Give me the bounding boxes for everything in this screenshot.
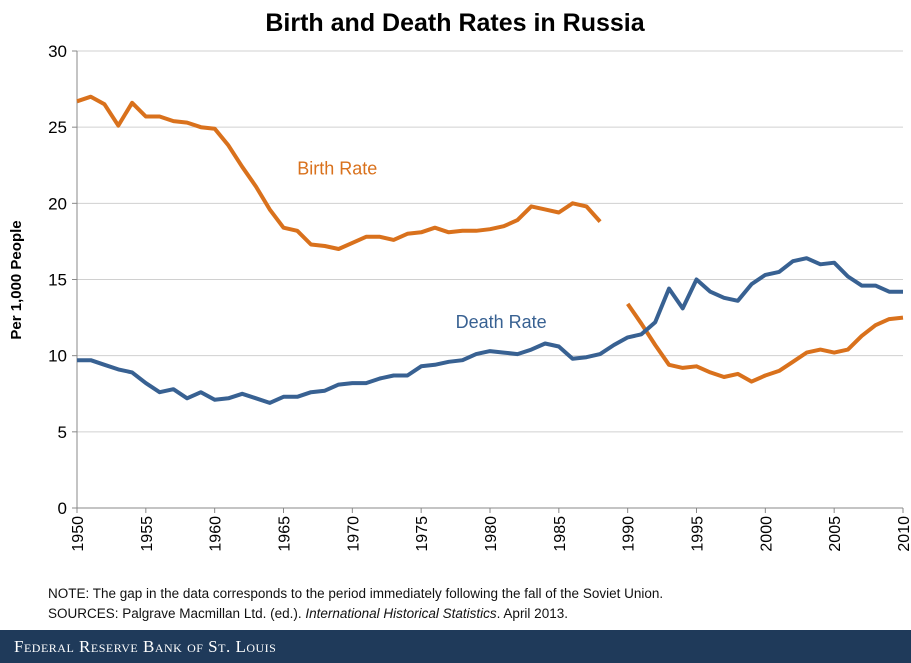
x-tick-label: 1965 — [277, 516, 294, 552]
line-chart: Birth and Death Rates in Russia Per 1,00… — [8, 9, 911, 552]
death-rate-line — [77, 256, 903, 405]
y-tick-label: 25 — [48, 118, 67, 137]
y-tick-label: 5 — [58, 423, 67, 442]
x-tick-label: 1980 — [483, 516, 500, 552]
y-tick-label: 0 — [58, 499, 67, 518]
chart-title: Birth and Death Rates in Russia — [265, 9, 645, 37]
x-tick-label: 1985 — [552, 516, 569, 552]
x-tick-label: 1960 — [208, 516, 225, 552]
x-tick-label: 2005 — [827, 516, 844, 552]
x-tick-label: 1990 — [621, 516, 638, 552]
y-tick-label: 30 — [48, 42, 67, 61]
series-label: Death Rate — [456, 312, 547, 332]
birth-rate-line — [76, 94, 602, 251]
x-tick-label: 2010 — [896, 516, 911, 552]
note-body: The gap in the data corresponds to the p… — [89, 586, 664, 601]
x-tick-label: 1950 — [70, 516, 87, 552]
x-tick-label: 1975 — [414, 516, 431, 552]
y-tick-label: 10 — [48, 347, 67, 366]
note-label: NOTE: — [48, 586, 90, 601]
x-tick-label: 1955 — [139, 516, 156, 552]
y-axis-label: Per 1,000 People — [8, 220, 25, 339]
sources-title: International Historical Statistics — [305, 606, 497, 621]
x-tick-label: 1970 — [345, 516, 362, 552]
footer-logo-text: Federal Reserve Bank of St. Louis — [14, 637, 277, 656]
series-label: Birth Rate — [297, 158, 377, 178]
sources-pre: Palgrave Macmillan Ltd. (ed.). — [118, 606, 306, 621]
birth-rate-line — [626, 302, 904, 384]
y-tick-label: 15 — [48, 271, 67, 290]
sources-post: . April 2013. — [496, 606, 568, 621]
footer-bar: Federal Reserve Bank of St. Louis — [0, 630, 911, 663]
y-tick-label: 20 — [48, 194, 67, 213]
note-text: NOTE: The gap in the data corresponds to… — [48, 586, 663, 601]
sources-label: SOURCES: — [48, 606, 119, 621]
sources-text: SOURCES: Palgrave Macmillan Ltd. (ed.). … — [48, 606, 568, 621]
x-tick-label: 1995 — [690, 516, 707, 552]
x-tick-label: 2000 — [758, 516, 775, 552]
